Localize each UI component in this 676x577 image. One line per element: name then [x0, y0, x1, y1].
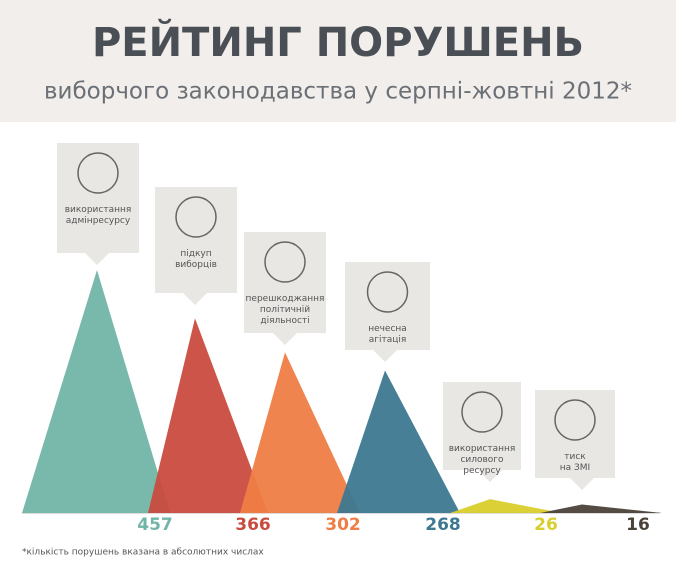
- icon: [366, 271, 409, 313]
- category-label: підкуп виборців: [175, 249, 217, 270]
- triangle: [22, 270, 170, 513]
- icon: [77, 152, 119, 194]
- value-label: 302: [325, 515, 361, 535]
- value-label: 26: [534, 515, 558, 535]
- category-label: перешкоджання політичній діяльності: [245, 294, 325, 326]
- category-label: використання адмінресурсу: [64, 205, 132, 226]
- icon: [461, 391, 503, 433]
- value-label: 268: [425, 515, 461, 535]
- category-label: тиск на ЗМІ: [559, 452, 591, 473]
- chart-subtitle: виборчого законодавства у серпні-жовтні …: [44, 79, 632, 105]
- triangle: [450, 499, 562, 513]
- value-label: 366: [235, 515, 271, 535]
- icon: [264, 241, 306, 283]
- callout-box: [244, 232, 326, 345]
- header-band: [0, 0, 676, 122]
- triangle: [540, 504, 662, 513]
- triangle: [337, 370, 460, 513]
- icon: [554, 399, 596, 441]
- category-label: використання силового ресурсу: [448, 444, 516, 476]
- callout-box: [57, 143, 139, 265]
- footnote: *кількість порушень вказана в абсолютних…: [22, 548, 264, 558]
- value-label: 16: [626, 515, 650, 535]
- icon: [175, 196, 217, 238]
- value-label: 457: [137, 515, 173, 535]
- triangle: [148, 318, 268, 513]
- category-label: нечесна агітація: [368, 324, 407, 345]
- chart-title: РЕЙТИНГ ПОРУШЕНЬ: [92, 18, 584, 66]
- triangle: [240, 352, 360, 513]
- callout-box: [155, 187, 237, 305]
